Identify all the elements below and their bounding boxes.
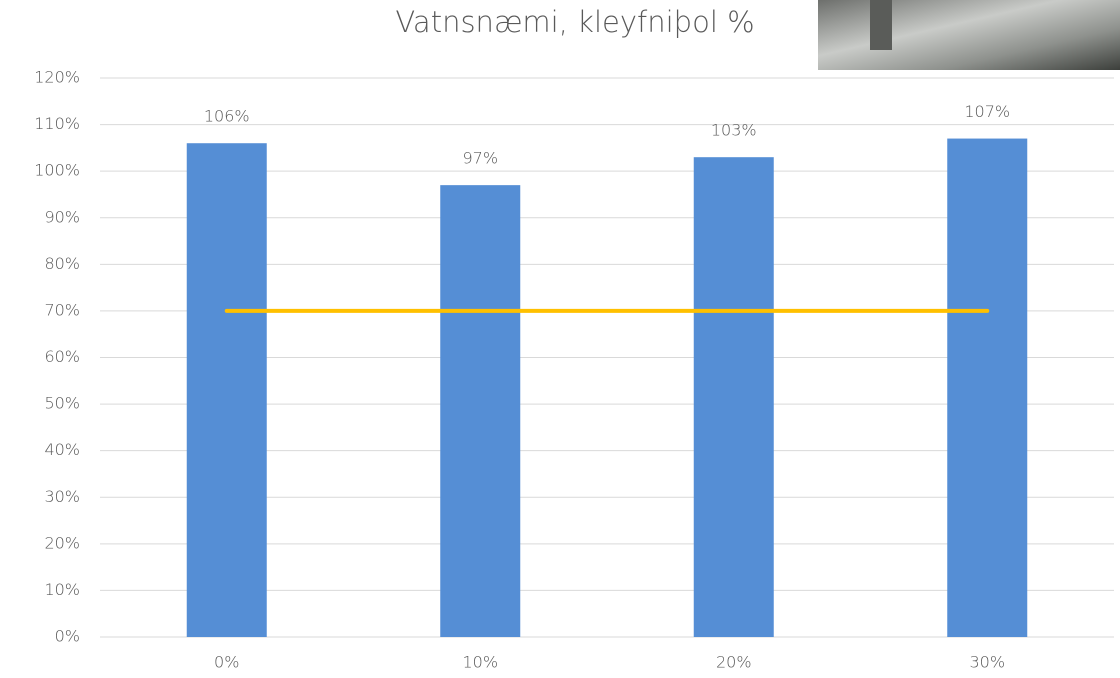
photo — [818, 0, 1120, 70]
bar — [947, 139, 1027, 637]
y-tick-label: 20% — [44, 533, 80, 552]
data-label: 103% — [711, 121, 757, 140]
data-label: 106% — [204, 107, 250, 126]
y-tick-label: 90% — [44, 207, 80, 226]
y-tick-label: 60% — [44, 347, 80, 366]
chart-title: Vatnsnæmi, kleyfniþol % — [395, 5, 754, 39]
chart: Vatnsnæmi, kleyfniþol % 0% 10% 20% 30% 40% 50… — [0, 0, 1120, 678]
y-tick-label: 30% — [44, 487, 80, 506]
x-tick-label: 30% — [969, 653, 1005, 672]
x-tick-label: 20% — [716, 653, 752, 672]
page: Vatnsnæmi, kleyfniþol % 0% 10% 20% 30% 40% 50… — [0, 0, 1120, 678]
y-tick-label: 120% — [34, 68, 80, 87]
bar — [440, 185, 520, 637]
y-tick-label: 0% — [55, 627, 80, 646]
y-tick-label: 40% — [44, 440, 80, 459]
y-tick-label: 10% — [44, 580, 80, 599]
y-tick-label: 50% — [44, 394, 80, 413]
x-tick-label: 10% — [462, 653, 498, 672]
y-tick-label: 80% — [44, 254, 80, 273]
bar — [694, 157, 774, 637]
data-label: 97% — [462, 149, 498, 168]
photo-detail — [870, 0, 892, 50]
data-label: 107% — [964, 102, 1010, 121]
x-tick-label: 0% — [214, 653, 239, 672]
y-tick-label: 100% — [34, 161, 80, 180]
bar — [187, 143, 267, 637]
y-tick-label: 70% — [44, 300, 80, 319]
y-tick-label: 110% — [34, 114, 80, 133]
